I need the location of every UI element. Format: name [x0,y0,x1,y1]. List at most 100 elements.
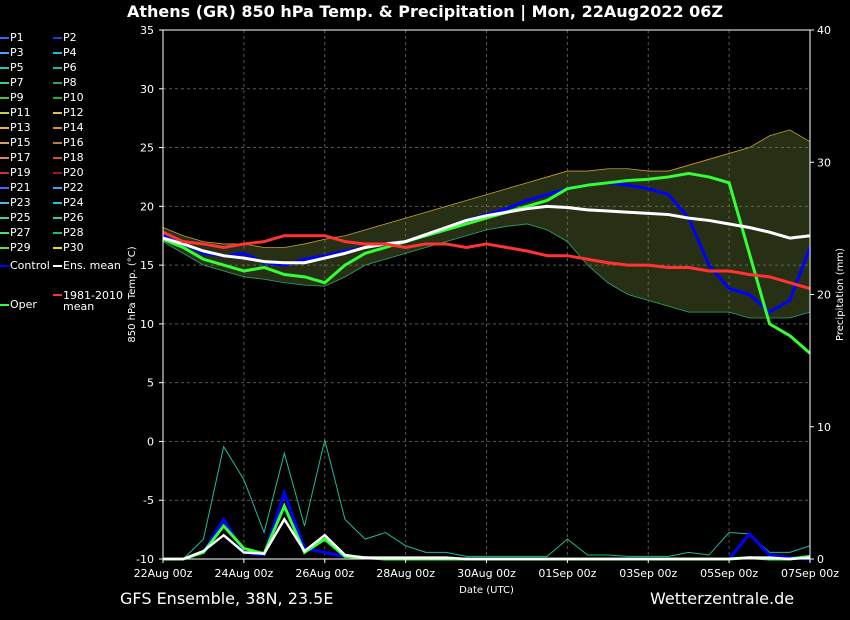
legend-label: P17 [10,151,31,164]
legend-swatch [53,157,62,159]
x-tick-label: 26Aug 00z [295,567,354,580]
y2-tick-label: 0 [817,553,824,566]
temp-series-ens-mean [162,204,811,265]
y-tick-label: 30 [140,83,154,96]
legend-label: P28 [63,226,84,239]
x-tick-label: 03Sep 00z [619,567,677,580]
legend-swatch [53,217,62,219]
legend-swatch [53,232,62,234]
legend-label: P7 [10,76,24,89]
legend-swatch [0,217,9,219]
y2-tick-label: 20 [817,289,831,302]
y2-axis-label: Precipitation (mm) [835,248,846,341]
legend-label: P26 [63,211,84,224]
ensemble-spread-area [163,129,810,319]
legend-swatch [53,37,62,39]
legend-label: P29 [10,241,31,254]
y-tick-label: 25 [140,142,154,155]
legend-label: P24 [63,196,84,209]
x-tick-label: 30Aug 00z [457,567,516,580]
legend-label: P3 [10,46,24,59]
legend-label: P11 [10,106,31,119]
footer-brand: Wetterzentrale.de [650,589,795,608]
y-tick-label: -10 [136,553,154,566]
legend-swatch [53,127,62,129]
legend-swatch [53,112,62,114]
legend-swatch [53,294,62,296]
y2-tick-label: 10 [817,421,831,434]
legend-swatch [0,172,9,174]
ensemble-min-line [162,223,811,319]
legend-swatch [0,304,9,306]
x-tick-label: 07Sep 00z [781,567,839,580]
legend-swatch [0,142,9,144]
legend-swatch [0,202,9,204]
x-tick-label: 24Aug 00z [215,567,274,580]
legend-label: P19 [10,166,31,179]
ensemble-max-line [162,129,811,248]
legend-swatch [0,67,9,69]
legend-swatch [53,265,62,267]
legend-label: P10 [63,91,84,104]
legend-swatch [0,265,9,267]
legend-swatch [0,112,9,114]
y-tick-label: 20 [140,200,154,213]
legend-label: P9 [10,91,24,104]
legend-label: Ens. mean [63,259,121,272]
temp-series-1981-2010-mean [162,230,811,291]
y-tick-label: 10 [140,318,154,331]
legend-label: P1 [10,31,24,44]
legend-swatch [53,142,62,144]
legend-label: P8 [63,76,77,89]
legend-swatch [53,247,62,249]
legend-swatch [0,187,9,189]
y2-tick-label: 40 [817,24,831,37]
legend-label: P14 [63,121,84,134]
legend-label: P16 [63,136,84,149]
y-tick-label: 35 [140,24,154,37]
legend-label: P12 [63,106,84,119]
y-tick-label: 5 [147,377,154,390]
legend-label: 1981-2010 mean [63,289,123,313]
legend-swatch [0,157,9,159]
y2-tick-label: 30 [817,156,831,169]
legend-label: P23 [10,196,31,209]
legend-label: P4 [63,46,77,59]
legend-swatch [0,52,9,54]
y-axis-label: 850 hPa Temp. (°C) [127,246,138,342]
precip-series-control [163,488,811,561]
chart-title: Athens (GR) 850 hPa Temp. & Precipitatio… [126,2,724,21]
legend-swatch [53,67,62,69]
legend-swatch [0,247,9,249]
legend-swatch [0,37,9,39]
x-tick-label: 01Sep 00z [538,567,596,580]
legend-swatch [53,202,62,204]
legend-swatch [53,97,62,99]
temp-series-oper [162,171,811,355]
y-tick-label: 15 [140,259,154,272]
legend-label: P21 [10,181,31,194]
legend-label: P5 [10,61,24,74]
legend-swatch [53,52,62,54]
legend-label: P13 [10,121,31,134]
legend-swatch [0,82,9,84]
legend-label: Oper [10,298,37,311]
legend-label: Control [10,259,50,272]
footer-source: GFS Ensemble, 38N, 23.5E [120,589,334,608]
legend-swatch [53,187,62,189]
legend-label: P22 [63,181,84,194]
y-tick-label: 0 [147,435,154,448]
legend-swatch [53,82,62,84]
precip-max-line [163,439,811,560]
x-axis-label: Date (UTC) [459,585,514,596]
legend-label: P15 [10,136,31,149]
legend-swatch [53,172,62,174]
legend-label: P6 [63,61,77,74]
legend-label: P27 [10,226,31,239]
x-tick-label: 05Sep 00z [700,567,758,580]
x-tick-label: 28Aug 00z [376,567,435,580]
legend-label: P20 [63,166,84,179]
legend-label: P30 [63,241,84,254]
legend-label: P2 [63,31,77,44]
x-tick-label: 22Aug 00z [134,567,193,580]
